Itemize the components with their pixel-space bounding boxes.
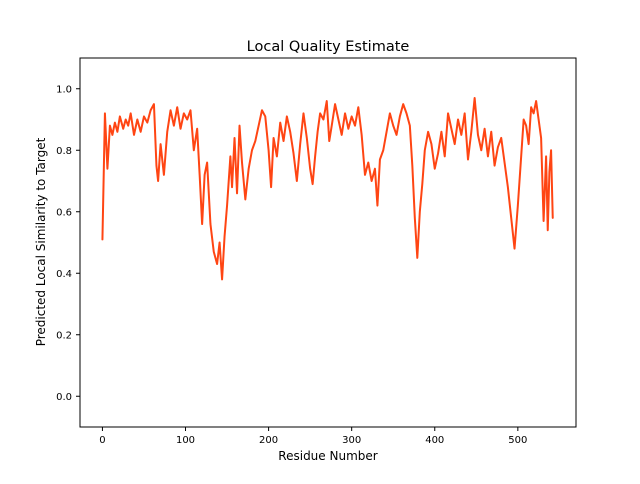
- chart-title: Local Quality Estimate: [247, 39, 410, 55]
- axes-layer: 0 100 200 300 400 500 0.0 0.2 0.4 0.6 0.8 1.0: [56, 84, 527, 446]
- y-tick-label: 0.2: [56, 330, 72, 341]
- x-tick-label: 300: [342, 435, 361, 446]
- x-axis-label: Residue Number: [278, 449, 377, 463]
- y-axis-label: Predicted Local Similarity to Target: [34, 137, 48, 346]
- y-tick-label: 0.6: [56, 207, 72, 218]
- data-layer: [101, 96, 554, 281]
- quality-line-series: [101, 96, 554, 281]
- x-tick-label: 200: [259, 435, 278, 446]
- x-tick-label: 500: [508, 435, 527, 446]
- y-tick-label: 0.0: [56, 392, 72, 403]
- x-tick-label: 100: [176, 435, 195, 446]
- x-tick-label: 0: [99, 435, 105, 446]
- x-tick-label: 400: [425, 435, 444, 446]
- y-tick-label: 0.4: [56, 269, 72, 280]
- y-tick-label: 1.0: [56, 84, 72, 95]
- plot-frame: [79, 57, 577, 428]
- y-tick-label: 0.8: [56, 146, 72, 157]
